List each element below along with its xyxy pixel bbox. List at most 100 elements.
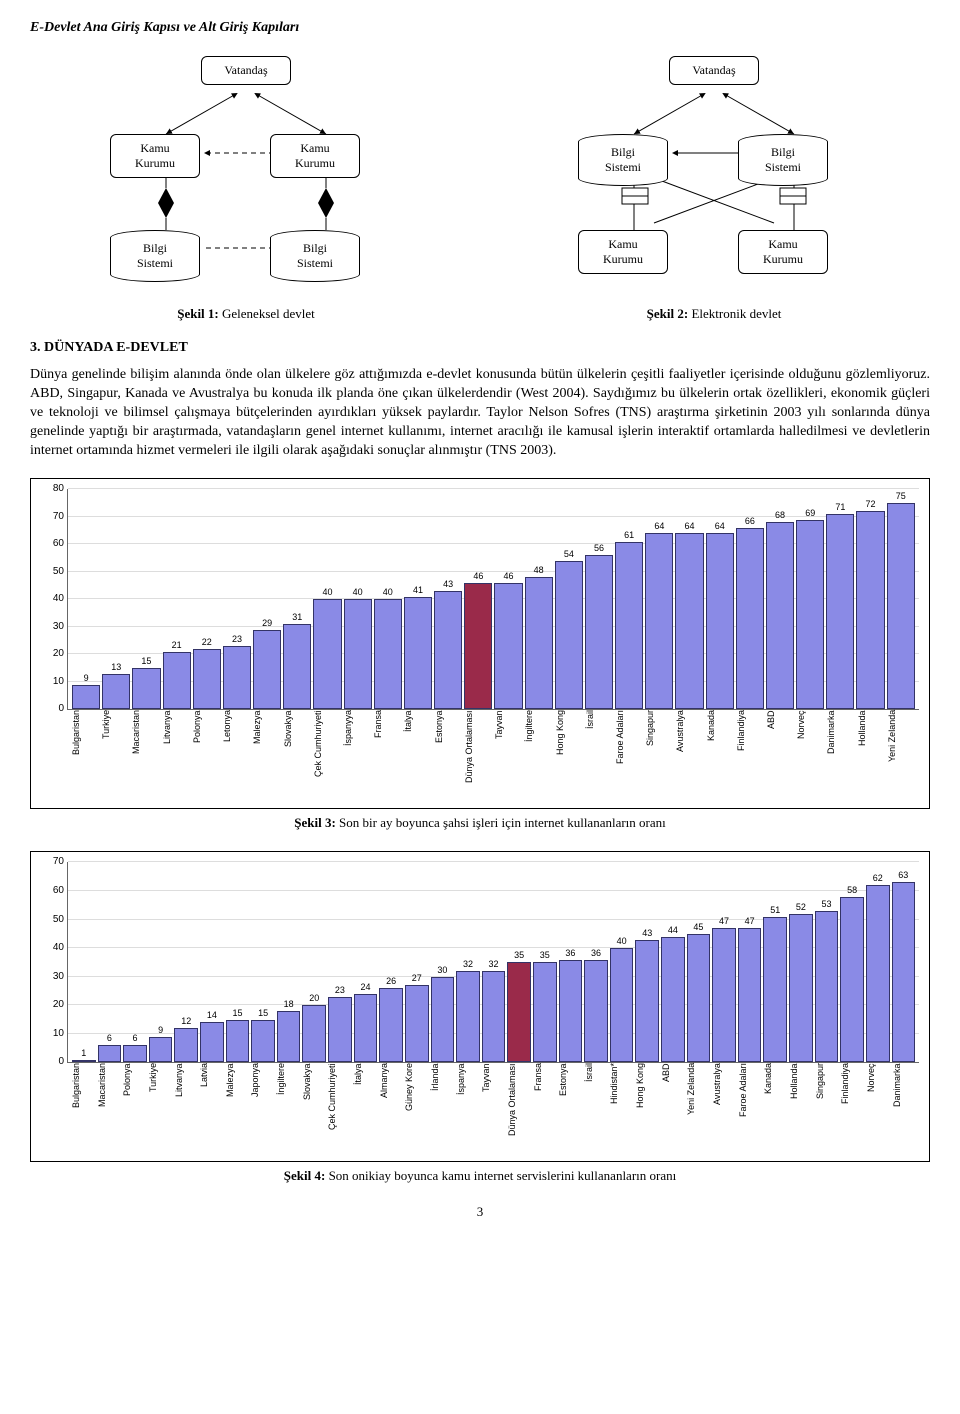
bar [675, 533, 703, 709]
bar [712, 928, 736, 1062]
bar-wrap: 75 [887, 491, 915, 709]
caption-sekil3: Şekil 3: Son bir ay boyunca şahsi işleri… [30, 815, 930, 831]
bar-wrap: 68 [766, 510, 794, 709]
bar [585, 555, 613, 709]
chart1-container: 01020304050607080 9131521222329314040404… [30, 478, 930, 809]
bar-wrap: 22 [193, 637, 221, 710]
bar-wrap: 15 [226, 1008, 250, 1063]
x-label: İspanya [456, 1063, 480, 1157]
bar [328, 997, 352, 1063]
bar-value-label: 29 [262, 618, 272, 628]
bar-wrap: 40 [374, 587, 402, 709]
bar [763, 917, 787, 1063]
bar-value-label: 64 [654, 521, 664, 531]
bar-value-label: 63 [898, 870, 908, 880]
bar [789, 914, 813, 1063]
bar-value-label: 44 [668, 925, 678, 935]
x-label: Faroe Adaları [615, 710, 643, 804]
bar-value-label: 47 [745, 916, 755, 926]
bar-wrap: 66 [736, 516, 764, 710]
x-label: Avustralya [712, 1063, 736, 1157]
page-number: 3 [30, 1204, 930, 1220]
caption-sekil4: Şekil 4: Son onikiay boyunca kamu intern… [30, 1168, 930, 1184]
caption-sekil3-label: Şekil 3: [294, 815, 336, 830]
x-label: Almanya [379, 1063, 403, 1157]
section-heading: 3. DÜNYADA E-DEVLET [30, 340, 930, 356]
bar [405, 985, 429, 1062]
bar-wrap: 18 [277, 999, 301, 1062]
bar-wrap: 1 [72, 1048, 96, 1063]
x-label: Singapur [815, 1063, 839, 1157]
bar-value-label: 32 [463, 959, 473, 969]
bar [687, 934, 711, 1063]
x-label: Hindistan* [609, 1063, 633, 1157]
bar [251, 1020, 275, 1063]
bar-wrap: 14 [200, 1010, 224, 1062]
x-label: İsrail [584, 1063, 608, 1157]
bar-value-label: 56 [594, 543, 604, 553]
diagram-left-connectors [30, 48, 462, 298]
bar-value-label: 71 [835, 502, 845, 512]
bar-value-label: 23 [335, 985, 345, 995]
bar [149, 1037, 173, 1063]
bar [98, 1045, 122, 1062]
x-label: Latvia [199, 1063, 223, 1157]
bar-wrap: 61 [615, 530, 643, 710]
bar [796, 520, 824, 710]
bar-wrap: 64 [706, 521, 734, 709]
bar-value-label: 47 [719, 916, 729, 926]
page-title: E-Devlet Ana Giriş Kapısı ve Alt Giriş K… [30, 20, 930, 36]
bar [431, 977, 455, 1063]
x-label: Singapur [645, 710, 673, 804]
bar [456, 971, 480, 1062]
bar-wrap: 27 [405, 973, 429, 1062]
bar [706, 533, 734, 709]
bar-value-label: 52 [796, 902, 806, 912]
bar-value-label: 62 [873, 873, 883, 883]
node-bilgi-right1: BilgiSistemi [578, 134, 668, 186]
diagram-left: Vatandaş KamuKurumu KamuKurumu BilgiSist… [30, 48, 462, 298]
x-label: Çek Cumhuriyeti [327, 1063, 351, 1157]
bar [223, 646, 251, 709]
bar-value-label: 9 [158, 1025, 163, 1035]
bar-wrap: 30 [431, 965, 455, 1063]
bar-value-label: 64 [685, 521, 695, 531]
bar-wrap: 58 [840, 885, 864, 1063]
caption-sekil2: Şekil 2: Elektronik devlet [498, 306, 930, 322]
bar [738, 928, 762, 1062]
bar-wrap: 21 [163, 640, 191, 710]
x-label: Faroe Adaları [738, 1063, 762, 1157]
bar [434, 591, 462, 709]
bar-wrap: 43 [434, 579, 462, 709]
bar-value-label: 53 [821, 899, 831, 909]
bar [102, 674, 130, 710]
bar-wrap: 23 [223, 634, 251, 709]
bar [615, 542, 643, 710]
x-label: Letonya [222, 710, 250, 804]
bar-value-label: 40 [322, 587, 332, 597]
caption-sekil1-text: Geleneksel devlet [219, 306, 315, 321]
x-label: İngiltere [276, 1063, 300, 1157]
bar [404, 597, 432, 710]
x-label: İsrail [585, 710, 613, 804]
bar [283, 624, 311, 709]
chart2-bars: 1669121415151820232426273032323535363640… [68, 862, 919, 1062]
x-label: Bulgaristan [71, 710, 99, 804]
x-label: Tayvan [481, 1063, 505, 1157]
caption-sekil4-text: Son onikiay boyunca kamu internet servis… [325, 1168, 676, 1183]
bar [253, 630, 281, 710]
diagram-captions: Şekil 1: Geleneksel devlet Şekil 2: Elek… [30, 306, 930, 322]
caption-sekil4-label: Şekil 4: [284, 1168, 326, 1183]
bar-wrap: 63 [892, 870, 916, 1062]
bar [200, 1022, 224, 1062]
x-label: Estonya [558, 1063, 582, 1157]
x-label: Danimarka [892, 1063, 916, 1157]
chart1-y-axis: 01020304050607080 [42, 489, 64, 709]
bar [856, 511, 884, 709]
x-label: ABD [661, 1063, 685, 1157]
chart2: 010203040506070 166912141515182023242627… [67, 862, 919, 1063]
bar [313, 599, 341, 709]
x-label: Hollanda [857, 710, 885, 804]
bar [302, 1005, 326, 1062]
bar-value-label: 32 [489, 959, 499, 969]
